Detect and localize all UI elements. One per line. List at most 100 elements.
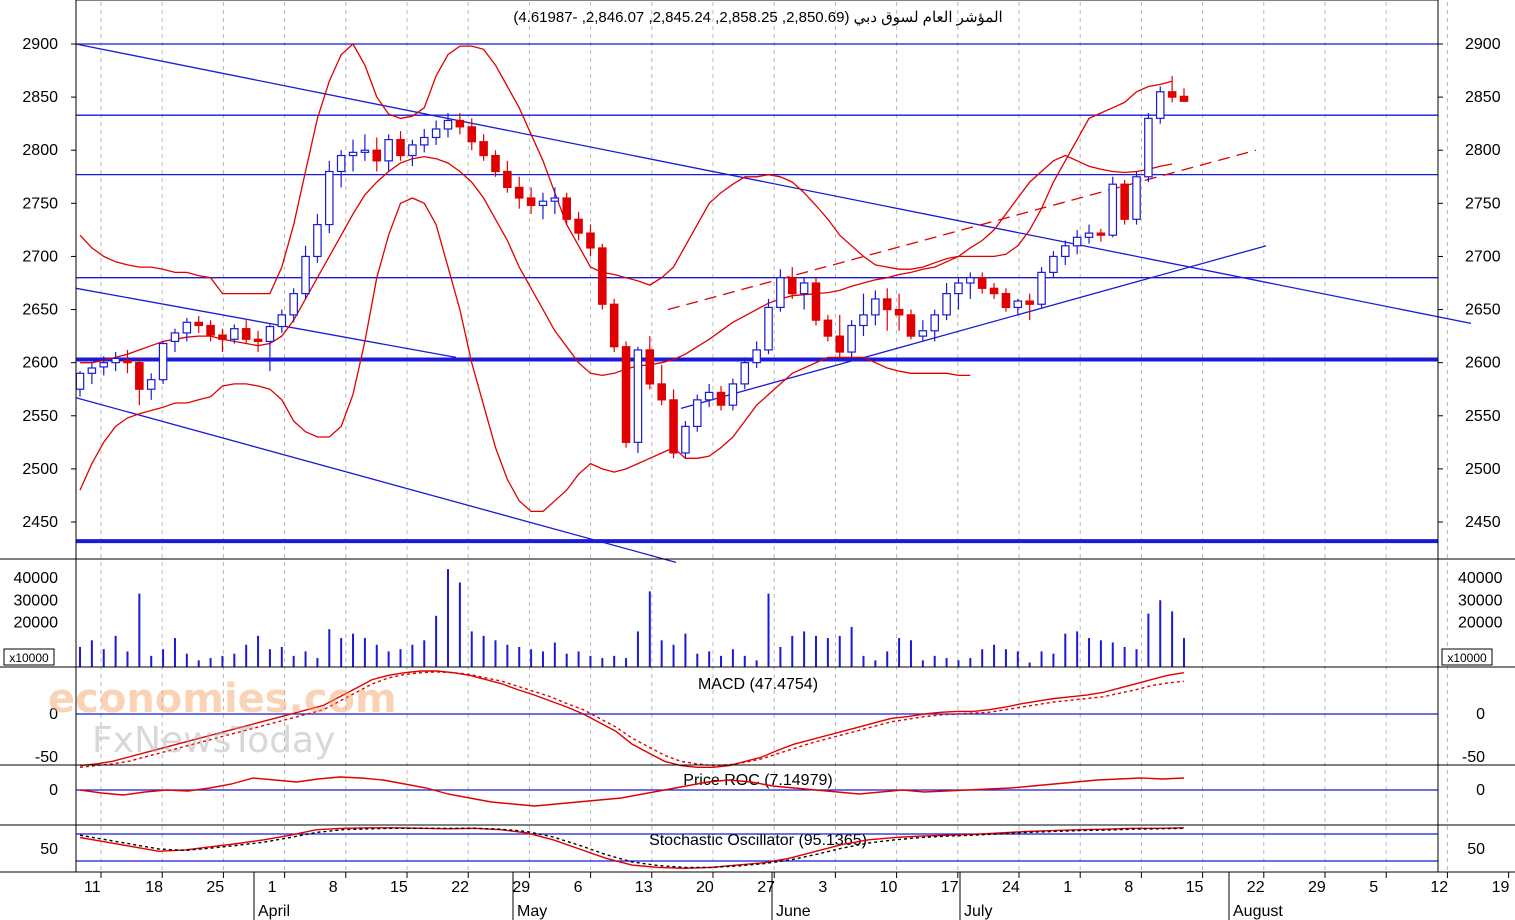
date-tick-label: 11 — [84, 879, 101, 896]
stochastic-title: Stochastic Oscillator (95.1365) — [649, 832, 867, 849]
candle-body — [1155, 91, 1165, 119]
bollinger-lower — [79, 197, 971, 513]
stochastic-k-line — [79, 827, 1185, 870]
candle-body — [1167, 91, 1177, 98]
roc-tick-left: 0 — [49, 782, 58, 799]
roc-line — [79, 776, 1185, 807]
date-tick-label: 18 — [145, 879, 163, 896]
stochastic-panel: Stochastic Oscillator (95.1365) — [76, 827, 1438, 870]
candle-body — [431, 128, 441, 139]
price-tick-label-right: 2750 — [1465, 195, 1501, 212]
candle-body — [906, 314, 916, 337]
candle-body — [847, 324, 856, 353]
date-tick-label: 3 — [818, 879, 827, 896]
candle-body — [859, 314, 868, 327]
candle-body — [218, 334, 227, 340]
trendline — [75, 43, 1472, 325]
candle-body — [1096, 232, 1106, 236]
price-tick-label-left: 2700 — [22, 248, 58, 265]
price-tick-label-right: 2500 — [1465, 461, 1501, 478]
candle-body — [918, 330, 928, 337]
candle-body — [230, 328, 239, 340]
price-tick-label-left: 2900 — [22, 36, 58, 53]
candle-body — [111, 357, 120, 364]
roc-tick-right: 0 — [1476, 782, 1485, 799]
macd-title: MACD (47.4754) — [698, 676, 818, 693]
date-tick-label: 12 — [1430, 879, 1448, 896]
candle-body — [669, 399, 678, 454]
roc-panel: Price ROC (7.14979) — [76, 772, 1438, 807]
price-tick-label-right: 2550 — [1465, 408, 1501, 425]
candle-body — [372, 149, 382, 162]
candle-body — [728, 383, 738, 406]
candle-body — [645, 349, 655, 385]
volume-tick-label-left: 30000 — [14, 592, 59, 609]
price-tick-label-left: 2650 — [22, 302, 58, 319]
date-tick-label: 29 — [512, 879, 530, 896]
macd-panel: MACD (47.4754) — [76, 670, 1438, 768]
price-tick-label-right: 2450 — [1465, 514, 1501, 531]
candle-body — [467, 126, 477, 143]
price-tick-label-left: 2500 — [22, 461, 58, 478]
candle-body — [384, 139, 393, 162]
candle-body — [348, 151, 358, 157]
candle-body — [1132, 176, 1141, 220]
watermark-economies: economies.com — [48, 676, 397, 722]
candle-body — [158, 342, 168, 381]
candle-body — [562, 197, 571, 220]
candle-body — [811, 282, 821, 321]
candle-body — [182, 321, 192, 334]
price-tick-label-left: 2800 — [22, 142, 58, 159]
candle-body — [277, 314, 287, 328]
candle-body — [289, 293, 298, 316]
candle-body — [752, 349, 761, 364]
macd-tick-left: 0 — [49, 706, 58, 723]
date-tick-label: 24 — [1002, 879, 1020, 896]
candle-body — [1061, 245, 1070, 258]
candle-body — [1108, 183, 1118, 236]
candle-body — [1025, 300, 1034, 305]
candle-body — [443, 119, 453, 130]
price-tick-label-left: 2450 — [22, 514, 58, 531]
candle-body — [764, 306, 773, 351]
candle-body — [241, 328, 251, 340]
date-tick-label: 25 — [206, 879, 224, 896]
candle-body — [479, 141, 488, 157]
month-label: May — [517, 903, 547, 920]
price-tick-label-right: 2650 — [1465, 302, 1501, 319]
volume-tick-label-right: 40000 — [1458, 570, 1503, 587]
date-tick-label: 5 — [1369, 879, 1378, 896]
date-tick-label: 1 — [268, 879, 277, 896]
date-tick-label: 19 — [1492, 879, 1510, 896]
date-tick-label: 8 — [1124, 879, 1133, 896]
date-tick-label: 10 — [880, 879, 898, 896]
volume-scale-box-right — [1441, 648, 1493, 666]
candle-body — [146, 379, 156, 390]
trendline — [667, 149, 1257, 311]
candle-body — [1120, 183, 1129, 220]
candle-body — [871, 298, 880, 316]
trendline — [75, 287, 457, 358]
stochastic-d-line — [79, 827, 1185, 869]
price-tick-label-left: 2750 — [22, 195, 58, 212]
candle-body — [574, 218, 583, 234]
price-tick-label-right: 2800 — [1465, 142, 1501, 159]
candle-body — [681, 425, 690, 454]
price-tick-label-left: 2550 — [22, 408, 58, 425]
date-tick-label: 13 — [635, 879, 653, 896]
candle-body — [586, 232, 595, 249]
candle-body — [776, 277, 785, 309]
candle-body — [1037, 271, 1046, 305]
candle-body — [835, 335, 845, 353]
date-tick-label: 22 — [451, 879, 469, 896]
candle-body — [514, 186, 524, 199]
candle-body — [503, 170, 512, 188]
stochastic-tick-left: 50 — [40, 841, 58, 858]
candle-body — [740, 362, 750, 385]
candle-body — [336, 154, 346, 173]
price-tick-label-right: 2850 — [1465, 89, 1501, 106]
candle-body — [455, 119, 465, 128]
volume-tick-label-right: 30000 — [1458, 592, 1503, 609]
macd-signal-line — [79, 671, 1185, 768]
